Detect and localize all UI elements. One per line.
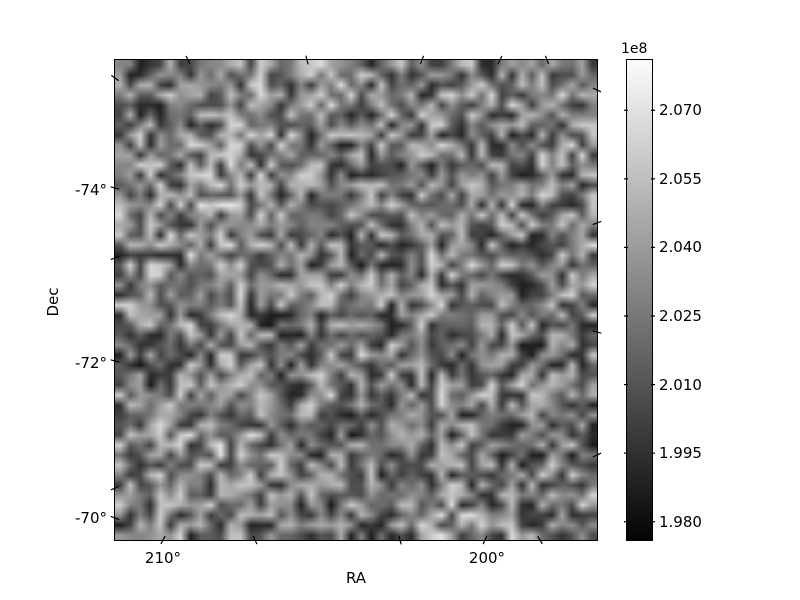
x-tick-label: 200° [468,549,506,567]
colorbar-scale-label: 1e8 [621,41,648,57]
heatmap-canvas [115,60,597,540]
colorbar-tick-label: 2.010 [659,375,702,394]
colorbar-tick-label: 2.055 [659,169,702,188]
colorbar [626,59,653,541]
x-axis-title: RA [345,569,367,587]
x-tick-label: 210° [144,549,182,567]
y-tick-label: -74° [75,180,107,199]
colorbar-tick-label: 2.025 [659,307,702,325]
colorbar-tick-label: 1.980 [659,512,702,531]
colorbar-tick-label: 2.070 [659,101,702,120]
y-tick-label: -70° [75,509,107,528]
y-tick-label: -72° [75,354,107,373]
colorbar-tick-label: 2.040 [659,238,702,257]
y-axis-title: Dec [44,287,62,317]
colorbar-tick-label: 1.995 [659,444,702,463]
